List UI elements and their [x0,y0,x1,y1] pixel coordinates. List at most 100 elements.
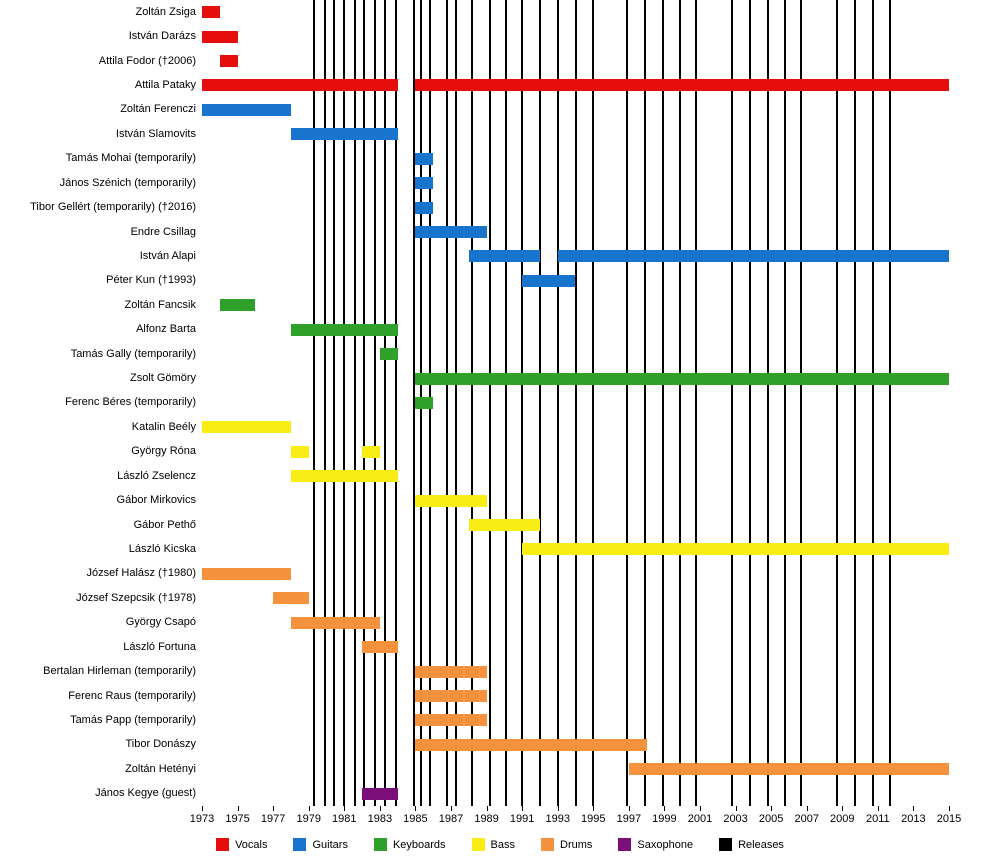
member-row [202,391,949,415]
timeline-bar-bass [290,445,309,458]
release-line [853,0,856,806]
member-row [202,537,949,561]
member-row [202,415,949,439]
x-axis-tick-label: 1979 [296,813,321,825]
release-line [748,0,751,806]
legend-item-vocals: Vocals [216,838,267,851]
release-line [626,0,629,806]
member-row [202,73,949,97]
x-axis-tick-label: 1999 [652,813,677,825]
x-axis-tick-label: 2009 [830,813,855,825]
x-axis-tick [379,806,381,811]
member-row [202,342,949,366]
timeline-bar-bass [290,470,398,483]
member-row [202,733,949,757]
x-axis-tick [273,806,275,811]
legend-label: Bass [490,838,516,851]
legend: Vocals Guitars Keyboards Bass Drums Saxophone… [0,838,1000,851]
member-label: János Szénich (temporarily) [59,176,196,189]
timeline-bar-drums [273,592,309,605]
release-lines-layer [202,0,949,806]
member-row [202,244,949,268]
member-label: István Slamovits [115,127,196,140]
legend-label: Saxophone [637,838,694,851]
release-line [643,0,646,806]
release-line [373,0,376,806]
x-axis-tick-label: 2013 [901,813,926,825]
member-row [202,586,949,610]
timeline-bar-drums [415,738,647,751]
release-line [556,0,559,806]
member-label: György Csapó [125,616,196,629]
x-axis-tick [202,806,203,811]
x-axis-tick-label: 1987 [438,813,464,825]
timeline-bar-guitars [557,250,949,263]
member-row [202,464,949,488]
x-axis-tick [628,806,630,811]
release-line [731,0,733,806]
member-label: Alfonz Barta [136,323,196,336]
timeline-bar-guitars [290,128,398,141]
release-line [800,0,803,806]
release-line [784,0,787,806]
release-line [521,0,524,806]
x-axis-tick [308,806,310,811]
release-line [343,0,346,806]
release-line [362,0,365,806]
timeline-bar-vocals [202,6,220,19]
x-axis-tick [949,806,950,811]
x-axis-tick [522,806,524,811]
member-row [202,49,949,73]
timeline-bar-guitars [202,103,291,116]
release-line [353,0,356,806]
release-line [871,0,874,806]
member-row [202,293,949,317]
member-row [202,659,949,683]
x-axis-tick-label: 1989 [474,813,499,825]
release-line [323,0,326,806]
x-axis-tick-label: 2003 [723,813,748,825]
x-axis-tick-label: 1981 [332,813,357,825]
timeline-bar-bass [202,421,291,434]
x-axis-tick-label: 1975 [225,813,250,825]
member-row [202,513,949,537]
member-label: Ferenc Béres (temporarily) [65,396,196,409]
legend-swatch-drums [541,838,555,851]
legend-swatch-guitars [293,838,307,851]
timeline-bar-vocals [219,55,238,68]
x-axis-tick [735,806,737,811]
release-line [332,0,335,806]
member-row [202,708,949,732]
timeline-bar-drums [362,641,398,654]
x-axis: 1973 1975 1977 1979 1981 1983 1985 1987 1989 1991… [190,806,961,830]
timeline-bar-drums [202,567,291,580]
legend-swatch-keyboards [373,838,387,851]
legend-label: Keyboards [392,838,446,851]
release-line [766,0,769,806]
x-axis-tick [451,806,452,811]
legend-label: Drums [560,838,593,851]
member-label: Gábor Pethő [133,518,196,531]
x-axis-tick [700,806,701,811]
timeline-bar-drums [628,763,949,776]
legend-swatch-releases [719,838,733,851]
member-row [202,757,949,781]
member-row [202,269,949,293]
member-label: József Szepcsik (†1978) [76,591,196,604]
member-row [202,171,949,195]
x-axis-tick [344,806,346,811]
timeline-bar-guitars [415,226,487,238]
member-label: Péter Kun (†1993) [106,274,196,287]
timeline-bar-drums [290,616,380,629]
member-row [202,317,949,341]
x-axis-tick [557,806,559,811]
plot-area [202,0,949,806]
member-row [202,195,949,219]
legend-swatch-saxophone [618,838,632,851]
timeline-bar-vocals [202,30,238,43]
release-line [471,0,474,806]
timeline-bar-bass [362,445,380,458]
release-line [835,0,838,806]
release-line [889,0,892,806]
